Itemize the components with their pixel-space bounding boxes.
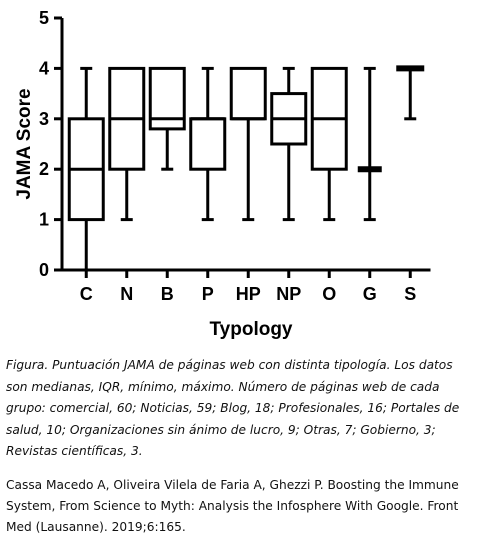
x-tick-label-p: P [202,284,214,304]
figure-caption: Figura. Puntuación JAMA de páginas web c… [6,358,460,458]
box-n [108,66,146,222]
iqr-box [189,117,227,171]
x-tick-label-g: G [363,284,377,304]
x-axis-label: Typology [209,319,292,340]
iqr-box [229,66,267,121]
box-np [270,66,308,222]
y-axis-label: JAMA Score [14,88,35,199]
box-hp [229,66,267,222]
y-tick-label: 1 [39,210,49,230]
box-plot-chart: 0 1 2 3 4 5 C N B P HP NP O G S JAMA Score Typology [14,8,431,340]
x-tick-label-hp: HP [236,284,261,304]
x-tick-label-np: NP [276,284,301,304]
y-tick-label: 5 [39,8,49,28]
y-tick-label: 2 [39,159,49,179]
x-tick-label-n: N [120,284,133,304]
x-tick-label-c: C [80,284,93,304]
citation: Cassa Macedo A, Oliveira Vilela de Faria… [6,478,459,534]
iqr-box [148,66,186,131]
x-tick-label-s: S [404,284,416,304]
y-tick-label: 4 [39,58,49,78]
y-tick-label: 0 [39,260,49,280]
box-o [310,66,348,222]
boxes-layer [67,65,425,272]
box-s [396,65,425,121]
box-p [189,66,227,222]
box-b [148,66,186,171]
y-axis: 0 1 2 3 4 5 [39,8,64,280]
x-tick-label-o: O [322,284,336,304]
y-tick-label: 3 [39,109,49,129]
box-c [67,66,105,272]
box-g [357,66,382,222]
x-axis: C N B P HP NP O G S [60,268,431,304]
x-tick-label-b: B [161,284,174,304]
